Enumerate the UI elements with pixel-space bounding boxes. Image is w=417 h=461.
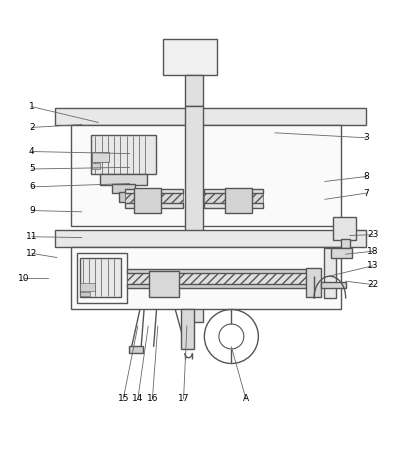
Bar xyxy=(80,258,121,297)
Text: 6: 6 xyxy=(29,183,35,191)
Text: 13: 13 xyxy=(367,261,378,270)
Text: 8: 8 xyxy=(364,172,369,181)
Text: 14: 14 xyxy=(132,394,143,403)
Bar xyxy=(91,135,156,174)
Text: 16: 16 xyxy=(147,394,158,403)
Bar xyxy=(225,188,252,213)
Text: A: A xyxy=(243,394,249,403)
Bar xyxy=(181,309,194,349)
Bar xyxy=(77,254,127,303)
Bar xyxy=(204,192,263,203)
Text: 4: 4 xyxy=(29,147,35,156)
Bar xyxy=(341,239,350,248)
Text: 15: 15 xyxy=(118,394,129,403)
Bar xyxy=(100,173,147,185)
Text: 22: 22 xyxy=(367,280,378,289)
Bar xyxy=(128,272,306,284)
Text: 17: 17 xyxy=(178,394,189,403)
Bar xyxy=(324,248,336,298)
Bar xyxy=(125,189,183,193)
Bar xyxy=(149,271,178,297)
Text: 11: 11 xyxy=(26,232,38,241)
Bar xyxy=(185,75,203,106)
Bar xyxy=(129,346,143,353)
Text: 3: 3 xyxy=(364,133,369,142)
Text: 23: 23 xyxy=(367,230,378,239)
Bar xyxy=(204,203,263,207)
Bar xyxy=(71,247,342,309)
Bar xyxy=(333,217,356,240)
Bar xyxy=(321,282,346,288)
Text: 2: 2 xyxy=(29,123,35,132)
Text: 5: 5 xyxy=(29,165,35,173)
Bar xyxy=(163,39,217,75)
Text: 1: 1 xyxy=(29,102,35,111)
Bar xyxy=(92,152,109,162)
Text: 10: 10 xyxy=(18,274,29,283)
Bar xyxy=(55,230,367,247)
Text: 18: 18 xyxy=(367,247,378,256)
Bar xyxy=(331,248,352,258)
Bar xyxy=(112,184,135,193)
Text: 12: 12 xyxy=(26,249,38,258)
Bar xyxy=(306,268,321,297)
Bar xyxy=(92,163,100,169)
Bar xyxy=(134,188,161,213)
Bar xyxy=(128,269,306,273)
Bar xyxy=(204,189,263,193)
Text: 7: 7 xyxy=(364,189,369,198)
Bar xyxy=(119,192,128,202)
Bar xyxy=(185,106,203,322)
Bar xyxy=(80,283,95,291)
Bar xyxy=(128,284,306,288)
Bar xyxy=(55,108,367,124)
Bar xyxy=(71,124,342,226)
Bar xyxy=(125,192,183,203)
Bar xyxy=(125,203,183,207)
Bar xyxy=(80,292,90,296)
Text: 9: 9 xyxy=(29,206,35,215)
